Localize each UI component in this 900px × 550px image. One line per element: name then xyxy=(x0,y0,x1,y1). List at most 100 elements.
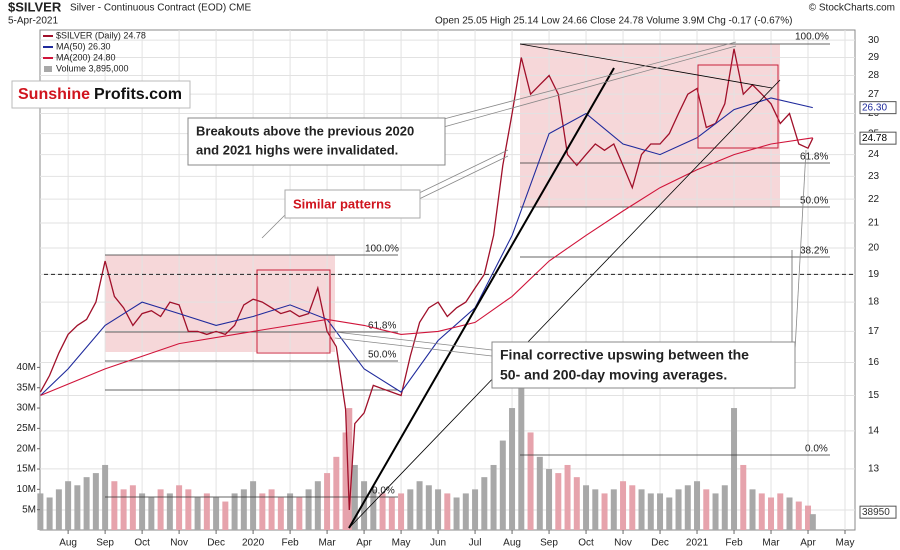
y-tick-label: 18 xyxy=(868,297,880,308)
fib-label: 61.8% xyxy=(368,321,396,332)
volume-bar xyxy=(657,493,664,530)
grid-layer xyxy=(40,30,855,530)
volume-bar xyxy=(83,477,90,530)
pointer-line xyxy=(334,337,493,357)
volume-bar xyxy=(296,497,303,530)
price-layer xyxy=(39,48,814,511)
callout-text: Breakouts above the previous 2020 xyxy=(196,123,414,138)
volume-bar xyxy=(65,481,72,530)
x-tick-label: May xyxy=(392,538,411,549)
volume-bar xyxy=(305,489,312,530)
trend-line xyxy=(348,79,781,529)
fib-layer: 100.0% 61.8% 50.0% 0.0% 100.0% 61.8% 50.… xyxy=(105,32,830,498)
volume-bar xyxy=(694,481,701,530)
x-tick-label: Dec xyxy=(207,538,225,549)
callout-box xyxy=(491,341,796,389)
volume-bar xyxy=(157,489,164,530)
volume-bar xyxy=(185,489,192,530)
volume-bar xyxy=(758,493,765,530)
logo-part: Profits.com xyxy=(94,86,182,103)
volume-bar xyxy=(324,473,331,530)
volume-bar xyxy=(194,497,201,530)
x-tick-label: Feb xyxy=(725,538,743,549)
y-tick-label: 15 xyxy=(868,390,880,401)
volume-bar xyxy=(268,489,275,530)
quote: Open 25.05 High 25.14 Low 24.66 Close 24… xyxy=(435,16,792,27)
volume-bar xyxy=(342,432,349,530)
y-tick-label: 16 xyxy=(868,357,880,368)
y2-tick-label: 25M xyxy=(17,423,36,434)
y-tick-label: 29 xyxy=(868,52,880,63)
volume-bar xyxy=(425,485,432,530)
volume-bar xyxy=(786,497,793,530)
volume-bar xyxy=(398,493,405,530)
fib-label: 50.0% xyxy=(800,196,828,207)
volume-bar xyxy=(462,493,469,530)
last-value-box xyxy=(859,101,897,115)
volume-bar xyxy=(518,359,525,530)
volume-bar xyxy=(601,493,608,530)
fib-label: 100.0% xyxy=(795,32,829,43)
volume-bar xyxy=(499,440,506,530)
volume-bar xyxy=(407,489,414,530)
x-tick-label: 2020 xyxy=(242,538,265,549)
y-tick-label: 17 xyxy=(868,326,880,337)
last-value-box xyxy=(859,131,897,145)
volume-bar xyxy=(231,493,238,530)
logo-part: Sunshine xyxy=(18,86,90,103)
pattern-box xyxy=(256,269,331,354)
trend-line xyxy=(348,67,615,529)
x-tick-label: Nov xyxy=(170,538,188,549)
x-tick-label: Apr xyxy=(800,538,816,549)
volume-bar xyxy=(203,493,210,530)
pointer-line xyxy=(794,149,807,351)
y2-tick-label: 5M xyxy=(22,504,36,515)
y-tick-label: 21 xyxy=(868,218,880,229)
last-value-box xyxy=(859,505,897,519)
x-tick-label: Oct xyxy=(578,538,594,549)
volume-bar xyxy=(388,497,395,530)
x-tick-label: Aug xyxy=(59,538,77,549)
y-tick-label: 14 xyxy=(868,426,880,437)
y2-tick-label: 10M xyxy=(17,484,36,495)
volume-bar xyxy=(370,489,377,530)
volume-bar xyxy=(509,408,516,530)
volume-bar xyxy=(712,493,719,530)
volume-bar xyxy=(666,497,673,530)
fib-label: 100.0% xyxy=(365,244,399,255)
last-value: 24.78 xyxy=(859,131,897,145)
last-value-label: 24.78 xyxy=(862,133,887,144)
volume-bar xyxy=(620,481,627,530)
y2-tick-label: 30M xyxy=(17,403,36,414)
callout-text: and 2021 highs were invalidated. xyxy=(196,142,398,157)
callout-text: Final corrective upswing between the xyxy=(500,347,749,363)
y-tick-label: 22 xyxy=(868,194,880,205)
volume-bar xyxy=(777,493,784,530)
volume-bar xyxy=(55,489,62,530)
fib-label: 0.0% xyxy=(805,444,828,455)
credit: © StockCharts.com xyxy=(809,3,895,14)
volume-bar xyxy=(74,485,81,530)
volume-bar xyxy=(629,485,636,530)
volume-bar xyxy=(583,485,590,530)
last-value-label: 38950 xyxy=(862,507,890,518)
volume-bar xyxy=(37,493,44,530)
x-tick-label: 2021 xyxy=(686,538,709,549)
x-tick-label: Apr xyxy=(356,538,372,549)
pointer-line xyxy=(414,149,509,196)
description: Silver - Continuous Contract (EOD) CME xyxy=(70,3,251,14)
volume-bar xyxy=(684,485,691,530)
drawing-layer xyxy=(44,41,855,529)
x-tick-label: Oct xyxy=(134,538,150,549)
volume-bar xyxy=(46,497,53,530)
legend-label: $SILVER (Daily) 24.78 xyxy=(56,30,146,40)
legend-label: MA(50) 26.30 xyxy=(56,41,111,51)
y-tick-label: 23 xyxy=(868,171,880,182)
volume-bar xyxy=(361,481,368,530)
callout-box xyxy=(284,189,421,219)
y-tick-label: 30 xyxy=(868,35,880,46)
volume-bar xyxy=(795,501,802,530)
volume-bar xyxy=(564,464,571,530)
volume-bar xyxy=(129,485,136,530)
volume-bar xyxy=(111,481,118,530)
